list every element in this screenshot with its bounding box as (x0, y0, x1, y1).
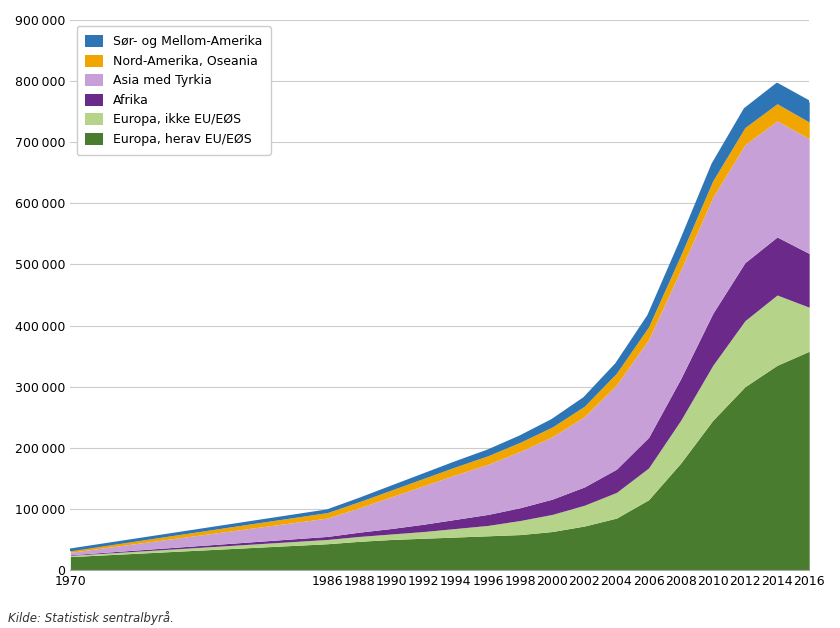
Legend: Sør- og Mellom-Amerika, Nord-Amerika, Oseania, Asia med Tyrkia, Afrika, Europa, : Sør- og Mellom-Amerika, Nord-Amerika, Os… (76, 26, 271, 154)
Text: Kilde: Statistisk sentralbyrå.: Kilde: Statistisk sentralbyrå. (8, 611, 174, 625)
